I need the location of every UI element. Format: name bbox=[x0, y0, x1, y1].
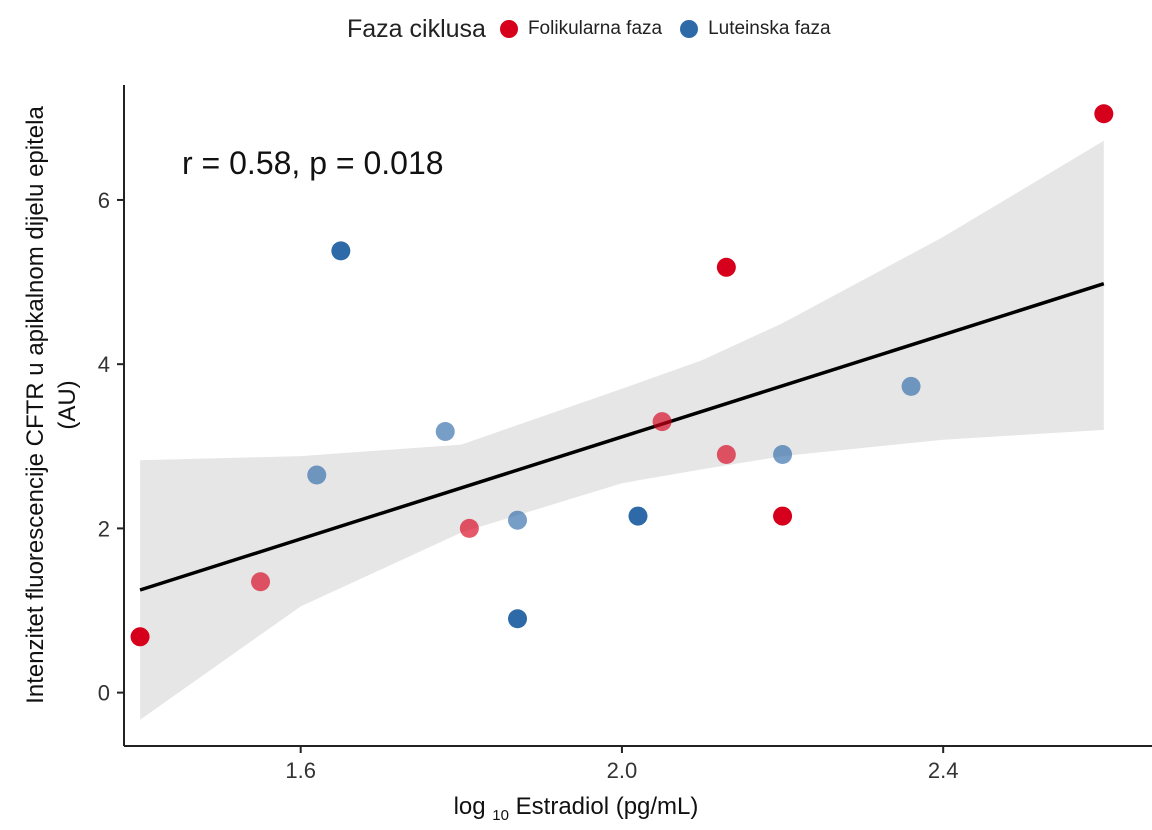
x-axis-label: log 10 Estradiol (pg/mL) bbox=[0, 793, 1152, 824]
data-point-folikularna bbox=[716, 257, 736, 277]
regression-line bbox=[139, 282, 1105, 592]
confidence-band bbox=[140, 140, 1104, 720]
y-tick-label: 0 bbox=[98, 681, 110, 706]
y-tick-label: 6 bbox=[98, 188, 110, 213]
data-point-luteinska bbox=[331, 241, 351, 261]
legend: Faza ciklusa Folikularna faza Luteinska … bbox=[347, 12, 849, 46]
legend-title: Faza ciklusa bbox=[347, 14, 486, 43]
legend-label-folikularna: Folikularna faza bbox=[527, 18, 663, 39]
data-point-luteinska bbox=[307, 465, 327, 485]
data-point-folikularna bbox=[459, 518, 479, 538]
x-axis-label-log: log bbox=[453, 793, 486, 820]
x-axis-label-subscript: 10 bbox=[492, 806, 509, 824]
x-tick-label: 1.6 bbox=[285, 758, 316, 783]
data-point-luteinska bbox=[508, 510, 528, 530]
data-point-folikularna bbox=[716, 445, 736, 465]
data-point-luteinska bbox=[628, 506, 648, 526]
data-point-folikularna bbox=[130, 627, 150, 647]
legend-item-folikularna: Folikularna faza bbox=[499, 18, 663, 40]
data-point-luteinska bbox=[773, 445, 793, 465]
data-point-luteinska bbox=[435, 422, 455, 442]
legend-item-luteinska: Luteinska faza bbox=[680, 18, 831, 40]
y-tick-label: 4 bbox=[98, 352, 110, 377]
data-point-luteinska bbox=[901, 376, 921, 396]
y-axis-label-line-2: (AU) bbox=[54, 380, 81, 430]
data-point-luteinska bbox=[508, 609, 528, 629]
x-axis-label-text: Estradiol (pg/mL) bbox=[515, 793, 699, 820]
data-point-folikularna bbox=[773, 506, 793, 526]
x-tick-label: 2.0 bbox=[607, 758, 638, 783]
legend-marker-folikularna bbox=[499, 20, 518, 38]
data-point-folikularna bbox=[1094, 104, 1114, 124]
data-point-folikularna bbox=[652, 412, 672, 432]
data-point-folikularna bbox=[251, 572, 271, 592]
correlation-annotation: r = 0.58, p = 0.018 bbox=[182, 145, 444, 181]
y-tick-label: 2 bbox=[98, 516, 110, 541]
legend-label-luteinska: Luteinska faza bbox=[708, 18, 831, 39]
y-axis-label-line-1: Intenzitet fluorescencije CFTR u apikaln… bbox=[22, 106, 49, 704]
x-tick-label: 2.4 bbox=[928, 758, 959, 783]
legend-marker-luteinska bbox=[680, 20, 699, 38]
